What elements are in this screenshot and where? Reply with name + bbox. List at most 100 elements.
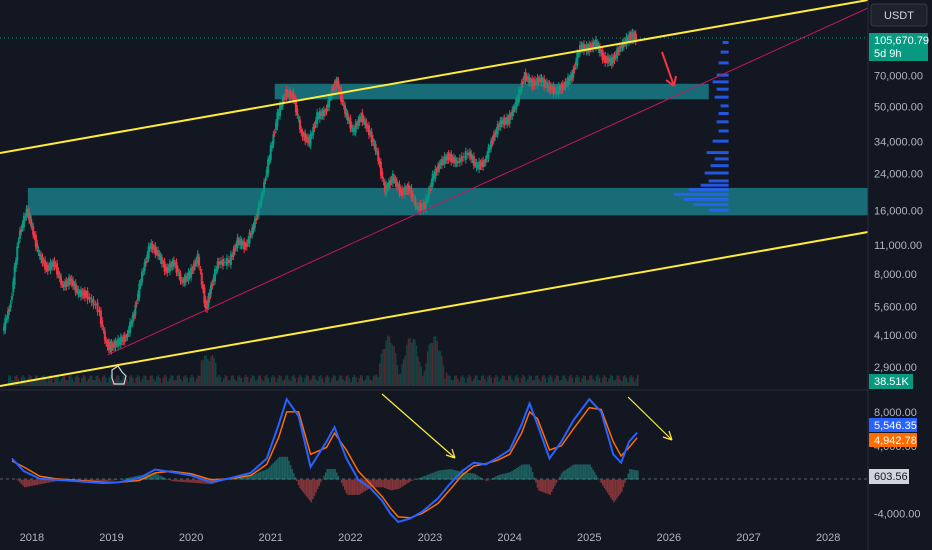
histogram-bar [143,474,145,480]
volume-bar [103,375,106,386]
histogram-bar [606,479,609,493]
candle-body [105,340,108,343]
volume-bar [447,375,450,386]
histogram-bar [90,479,93,482]
candle-body [264,180,267,182]
candle-body [487,147,490,159]
histogram-bar [340,479,343,483]
candle-body [206,304,209,310]
channel-upper-line[interactable] [0,0,869,154]
candle-body [572,68,575,78]
volume-bar [285,375,287,386]
price-tag-value: 105,670.79 [874,35,929,47]
volume-tag [869,374,913,389]
candle-body [239,239,242,246]
histogram-bar [511,471,513,480]
candle-body [168,262,171,272]
histogram-bar [315,479,317,493]
candle-body [608,58,611,63]
histogram-bar [170,479,172,481]
volume-bar [22,375,24,386]
histogram-bar [578,464,580,480]
volume-bar [187,382,190,386]
histogram-bar [420,477,422,480]
histogram-bar [560,473,563,480]
histogram-bar [253,474,255,480]
volume-profile-bar [716,120,729,124]
volume-bar [215,362,217,386]
candle-body [500,120,503,124]
candle-body [363,120,366,125]
histogram-bar [122,478,125,480]
volume-bar [616,375,618,386]
candle-body [466,152,469,155]
histogram-bar [200,479,203,484]
volume-bar [344,380,346,386]
volume-bar [49,375,51,386]
histogram-bar [426,474,429,480]
histogram-bar [520,464,523,480]
candle-body [290,93,293,97]
candle-body [517,90,520,102]
candle-body [49,262,52,271]
volume-bar [415,345,418,386]
histogram-bar [347,479,349,495]
channel-lower-line[interactable] [0,231,869,387]
histogram-bar [332,468,335,480]
price-tick-label: 4,100.00 [874,330,917,342]
candle-body [417,205,420,210]
histogram-bar [308,479,311,501]
candle-body [174,263,177,265]
price-scale[interactable] [868,0,932,550]
volume-bar [178,375,180,386]
histogram-bar [324,472,327,480]
volume-bar [146,380,149,386]
volume-bar [342,379,344,386]
candle-body [521,81,524,84]
candle-body [68,277,71,286]
trend-line[interactable] [107,7,869,356]
volume-bar [183,376,185,386]
candle-body [381,171,384,178]
volume-bar [202,359,204,386]
time-scale[interactable]: 2018 2019 2020 2021 2022 2023 2024 2025 2026 2027… [20,532,841,544]
candle-body [394,178,397,184]
histogram-bar [374,479,376,488]
candle-body [349,118,352,129]
volume-bar [250,378,252,386]
volume-bar [500,378,502,386]
histogram-bar [178,479,180,482]
volume-bar [466,377,469,386]
candle-body [511,109,514,117]
histogram-bar [522,464,524,480]
candle-body [135,303,138,305]
volume-bar [356,382,359,386]
candle-body [131,315,134,324]
histogram-bar [305,479,308,497]
candle-body [188,273,191,276]
candle-body [324,112,327,114]
candle-body [156,249,159,256]
candle-body [385,184,388,194]
candle-body [340,88,343,101]
histogram-bar [261,471,263,480]
histogram-bar [375,479,378,488]
candle-body [317,115,320,117]
candle-body [79,289,82,297]
volume-bar [379,363,381,386]
histogram-bar [490,478,493,480]
volume-bar [73,381,75,386]
currency-button[interactable] [870,3,928,27]
candle-body [552,85,555,94]
histogram-bar [474,474,477,480]
macd-tag [869,418,917,432]
candle-body [302,134,305,138]
candle-body [275,122,278,130]
candle-body [36,243,39,249]
candle-body [208,292,211,299]
candle-body [297,117,300,119]
candle-body [605,59,608,61]
volume-bar [455,375,458,386]
volume-bar [372,376,375,386]
